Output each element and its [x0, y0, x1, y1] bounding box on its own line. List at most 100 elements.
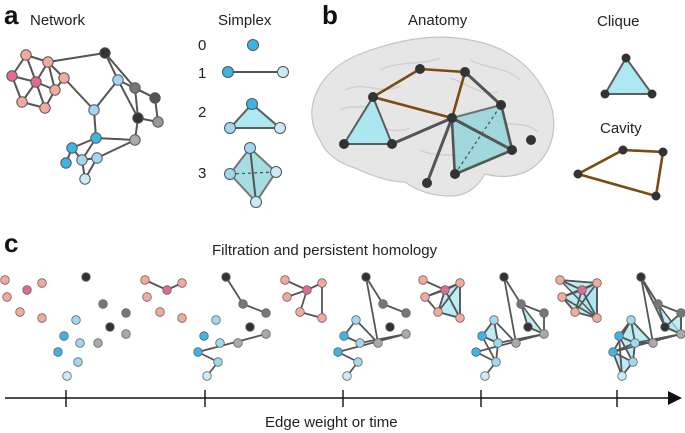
- filtration-node: [98, 299, 108, 309]
- filtration-node: [676, 329, 685, 339]
- filtration-node: [15, 307, 25, 317]
- filtration-node: [628, 357, 638, 367]
- brain-node: [422, 178, 432, 188]
- filtration-node: [401, 308, 411, 318]
- filtration-node: [570, 307, 580, 317]
- filtration-node: [455, 313, 465, 323]
- filtration-title: Filtration and persistent homology: [212, 242, 438, 259]
- filtration-node: [121, 308, 131, 318]
- filtration-node: [339, 331, 349, 341]
- filtration-edge: [503, 276, 517, 344]
- filtration-node: [355, 338, 365, 348]
- panel-b-letter: b: [322, 0, 338, 30]
- filtration-node: [73, 357, 83, 367]
- filtration-node: [53, 347, 63, 357]
- panel-a-letter: a: [4, 0, 19, 30]
- brain-node: [507, 145, 517, 155]
- filtration-node: [440, 285, 450, 295]
- clique-title: Clique: [597, 13, 640, 30]
- filtration-node: [59, 331, 69, 341]
- filtration-node: [333, 347, 343, 357]
- filtration-node: [660, 322, 670, 332]
- filtration-edge: [561, 296, 598, 319]
- simplex-order-2: 2: [198, 104, 206, 121]
- filtration-node: [22, 285, 32, 295]
- filtration-node: [516, 299, 526, 309]
- simplex-order-1: 1: [198, 65, 206, 82]
- filtration-node: [155, 307, 165, 317]
- filtration-node: [378, 299, 388, 309]
- filtration-node: [489, 315, 499, 325]
- cavity-icon: [573, 145, 668, 201]
- filtration-step: [140, 272, 271, 381]
- simplex-1-node: [222, 66, 234, 78]
- network-node: [66, 142, 78, 154]
- filtration-step: [280, 272, 411, 381]
- filtration-node: [493, 338, 503, 348]
- filtration-node: [401, 329, 411, 339]
- filtration-edge: [197, 333, 267, 353]
- network-node: [76, 154, 88, 166]
- filtration-node: [317, 278, 327, 288]
- brain-clique-triangle: [342, 94, 394, 145]
- network-node: [112, 74, 124, 86]
- network-node: [90, 132, 102, 144]
- filtration-step: [555, 272, 685, 381]
- filtration-edge: [493, 319, 517, 344]
- cavity-node: [573, 169, 583, 179]
- simplex-2-node: [246, 98, 258, 110]
- filtration-edge: [355, 319, 379, 344]
- simplex-3-node: [244, 142, 256, 154]
- cavity-cycle: [574, 148, 665, 198]
- filtration-axis: Edge weight or time: [5, 390, 682, 431]
- simplex-2-node: [274, 122, 286, 134]
- network-graph: [6, 47, 164, 185]
- brain-node: [447, 113, 457, 123]
- filtration-node: [317, 313, 327, 323]
- simplex-3-edge: [249, 147, 257, 203]
- filtration-node: [211, 315, 221, 325]
- filtration-sequence: [0, 272, 685, 381]
- filtration-node: [433, 307, 443, 317]
- simplex-legend: 0 1 2 3: [198, 37, 289, 208]
- clique-icon: [600, 53, 657, 99]
- clique-node: [621, 53, 631, 63]
- filtration-node: [233, 338, 243, 348]
- cavity-node: [658, 147, 668, 157]
- filtration-node: [361, 272, 371, 282]
- filtration-node: [142, 292, 152, 302]
- filtration-node: [199, 331, 209, 341]
- filtration-node: [71, 315, 81, 325]
- simplex-order-3: 3: [198, 165, 206, 182]
- brain-anatomy: [311, 36, 555, 197]
- filtration-node: [177, 278, 187, 288]
- filtration-node: [373, 338, 383, 348]
- filtration-node: [477, 331, 487, 341]
- network-node: [16, 96, 28, 108]
- simplex-title: Simplex: [218, 12, 272, 29]
- filtration-edge: [481, 335, 497, 363]
- brain-node: [526, 135, 536, 145]
- simplex-2-node: [224, 122, 236, 134]
- filtration-edge: [640, 276, 654, 344]
- brain-node: [415, 64, 425, 74]
- filtration-node: [245, 322, 255, 332]
- filtration-node: [385, 322, 395, 332]
- filtration-edge: [640, 276, 666, 328]
- network-node: [58, 72, 70, 84]
- filtration-node: [177, 313, 187, 323]
- clique-triangle: [603, 56, 654, 95]
- filtration-node: [351, 315, 361, 325]
- brain-node: [368, 92, 378, 102]
- filtration-node: [93, 338, 103, 348]
- filtration-node: [626, 315, 636, 325]
- filtration-node: [455, 278, 465, 288]
- anatomy-title: Anatomy: [408, 12, 468, 29]
- filtration-node: [0, 275, 10, 285]
- filtration-node: [648, 338, 658, 348]
- filtration-node: [295, 307, 305, 317]
- filtration-node: [238, 299, 248, 309]
- filtration-edge: [503, 276, 522, 305]
- filtration-edge: [559, 279, 598, 284]
